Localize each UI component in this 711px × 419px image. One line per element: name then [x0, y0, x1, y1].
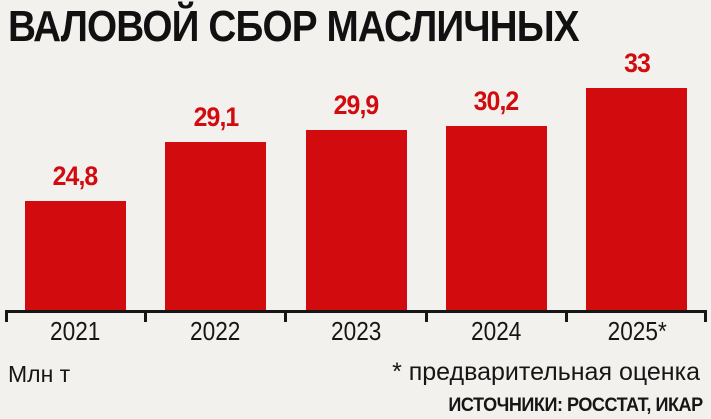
chart-title: ВАЛОВОЙ СБОР МАСЛИЧНЫХ: [8, 2, 580, 51]
x-tick-label: 2021: [50, 316, 101, 346]
x-tick-label: 2023: [330, 316, 382, 346]
axis-tick: [424, 310, 428, 322]
bar-2025*: [586, 87, 688, 310]
bar-value-label: 29,1: [193, 101, 239, 132]
bar-value-label: 30,2: [474, 86, 520, 117]
preliminary-estimate-footnote: * предварительная оценка: [392, 358, 700, 386]
axis-tick: [565, 310, 569, 322]
bar-value-label: 24,8: [52, 160, 99, 191]
bar-2024: [445, 126, 547, 310]
axis-tick: [704, 310, 707, 322]
axis-tick: [284, 310, 288, 322]
x-tick-label: 2025*: [607, 316, 667, 346]
x-axis-labels: 2021 2022 2023 2024 2025*: [5, 317, 707, 345]
axis-tick: [5, 310, 8, 322]
x-tick-label: 2022: [190, 316, 241, 346]
plot-area: 24,8 29,1 29,9 30,2 33: [5, 49, 707, 322]
bar-value-label: 29,9: [333, 90, 380, 121]
bar-2022: [165, 141, 267, 310]
bar-2021: [24, 200, 126, 310]
bar-value-label: 33: [623, 47, 651, 78]
axis-tick: [143, 310, 147, 322]
x-tick-label: 2024: [471, 316, 522, 346]
unit-label: Млн т: [8, 361, 71, 387]
bar-2023: [305, 130, 407, 310]
sources-caption: ИСТОЧНИКИ: РОССТАТ, ИКАР: [448, 395, 704, 416]
